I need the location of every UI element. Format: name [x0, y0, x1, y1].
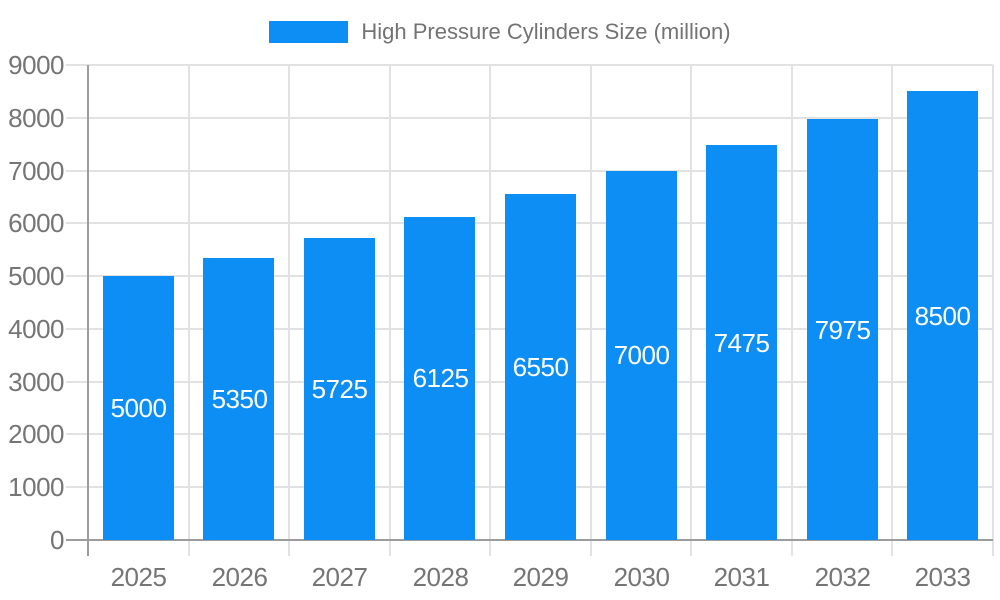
x-axis-tick-label: 2028	[412, 562, 469, 592]
bar[interactable]	[606, 171, 677, 540]
bar-value-label: 6550	[512, 352, 569, 382]
v-gridline	[188, 65, 190, 556]
x-axis-tick-label: 2033	[914, 562, 971, 592]
legend-swatch	[269, 21, 349, 43]
x-axis-tick-label: 2032	[814, 562, 871, 592]
v-gridline	[389, 65, 391, 556]
bar[interactable]	[203, 258, 274, 540]
x-axis-tick-label: 2026	[211, 562, 268, 592]
y-axis-tick-label: 7000	[8, 156, 64, 186]
bar-value-label: 5350	[211, 384, 268, 414]
v-gridline	[590, 65, 592, 556]
y-axis-tick-label: 2000	[8, 419, 64, 449]
v-gridline	[489, 65, 491, 556]
bar[interactable]	[304, 238, 375, 540]
v-gridline	[690, 65, 692, 556]
x-axis-tick-label: 2027	[311, 562, 368, 592]
bar[interactable]	[505, 194, 576, 540]
chart-legend[interactable]: High Pressure Cylinders Size (million)	[0, 18, 1000, 46]
bar-value-label: 7975	[814, 315, 871, 345]
bar[interactable]	[807, 119, 878, 540]
x-axis-tick-label: 2030	[613, 562, 670, 592]
v-gridline	[288, 65, 290, 556]
y-axis-tick-label: 4000	[8, 314, 64, 344]
v-gridline	[791, 65, 793, 556]
bar-value-label: 5725	[311, 374, 368, 404]
legend-label: High Pressure Cylinders Size (million)	[361, 19, 731, 44]
x-axis-tick-label: 2029	[512, 562, 569, 592]
x-axis-tick-label: 2031	[713, 562, 770, 592]
y-axis-tick-label: 9000	[8, 50, 64, 80]
y-axis-line	[87, 65, 89, 556]
bar[interactable]	[404, 217, 475, 540]
x-axis-tick-label: 2025	[110, 562, 167, 592]
y-axis-tick-label: 6000	[8, 208, 64, 238]
bar-value-label: 5000	[110, 393, 167, 423]
bar[interactable]	[706, 145, 777, 540]
bar[interactable]	[907, 91, 978, 540]
y-axis-tick-label: 0	[50, 525, 64, 555]
bar-value-label: 7475	[713, 328, 770, 358]
y-axis-tick-label: 5000	[8, 261, 64, 291]
bar-value-label: 8500	[914, 301, 971, 331]
bar[interactable]	[103, 276, 174, 540]
y-axis-tick-label: 8000	[8, 103, 64, 133]
h-gridline	[66, 64, 993, 66]
bar-value-label: 6125	[412, 363, 469, 393]
bar-value-label: 7000	[613, 340, 670, 370]
y-axis-tick-label: 1000	[8, 472, 64, 502]
y-axis-tick-label: 3000	[8, 367, 64, 397]
